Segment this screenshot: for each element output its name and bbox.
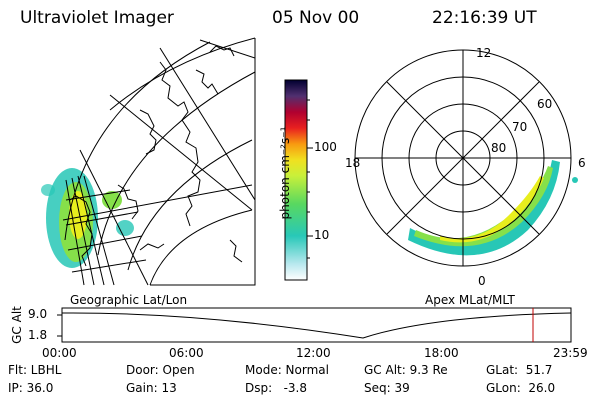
mlt-6-label: 6 bbox=[578, 156, 586, 170]
seq-readout: Seq: 39 bbox=[364, 381, 410, 395]
date-label: 05 Nov 00 bbox=[272, 8, 360, 28]
colorbar-unit-label: photon cm⁻²s⁻¹ bbox=[278, 126, 292, 220]
geographic-map bbox=[41, 37, 256, 286]
timeline-y-top: 9.0 bbox=[28, 307, 48, 321]
polar-outlier-spot bbox=[572, 177, 578, 183]
timeline-tick-0600: 06:00 bbox=[169, 346, 204, 360]
orbit-timeline bbox=[57, 307, 572, 343]
mode-readout: Mode: Normal bbox=[245, 363, 329, 377]
gain-readout: Gain: 13 bbox=[126, 381, 177, 395]
polar-aurora bbox=[408, 160, 560, 256]
glon-readout: GLon: 26.0 bbox=[486, 381, 556, 395]
timeline-y-bottom: 1.8 bbox=[28, 328, 48, 342]
glat-readout: GLat: 51.7 bbox=[486, 363, 553, 377]
timeline-tick-2359: 23:59 bbox=[553, 346, 588, 360]
timeline-tick-1200: 12:00 bbox=[296, 346, 331, 360]
mlt-0-label: 0 bbox=[478, 274, 486, 288]
timeline-ylabel: GC Alt bbox=[9, 306, 24, 344]
dsp-readout: Dsp: -3.8 bbox=[245, 381, 308, 395]
timeline-tick-1800: 18:00 bbox=[424, 346, 459, 360]
ip-readout: IP: 36.0 bbox=[8, 381, 54, 395]
mlt-18-label: 18 bbox=[345, 156, 361, 170]
colorbar bbox=[284, 79, 308, 281]
gc-alt-readout: GC Alt: 9.3 Re bbox=[364, 363, 448, 377]
colorbar-tick-10: 10 bbox=[314, 228, 330, 242]
colorbar-ticks bbox=[307, 99, 313, 259]
mlat-60-label: 60 bbox=[537, 97, 553, 111]
door-readout: Door: Open bbox=[126, 363, 195, 377]
mlat-70-label: 70 bbox=[512, 120, 528, 134]
mlt-12-label: 12 bbox=[476, 46, 492, 60]
timeline-tick-0000: 00:00 bbox=[42, 346, 77, 360]
time-label: 22:16:39 UT bbox=[432, 8, 537, 28]
filter-readout: Flt: LBHL bbox=[8, 363, 62, 377]
geo-panel-label: Geographic Lat/Lon bbox=[70, 293, 188, 307]
colorbar-tick-100: 100 bbox=[314, 140, 337, 154]
polar-plot bbox=[354, 49, 578, 267]
polar-panel-label: Apex MLat/MLT bbox=[425, 293, 515, 307]
mlat-80-label: 80 bbox=[491, 141, 507, 155]
instrument-title: Ultraviolet Imager bbox=[20, 8, 174, 28]
